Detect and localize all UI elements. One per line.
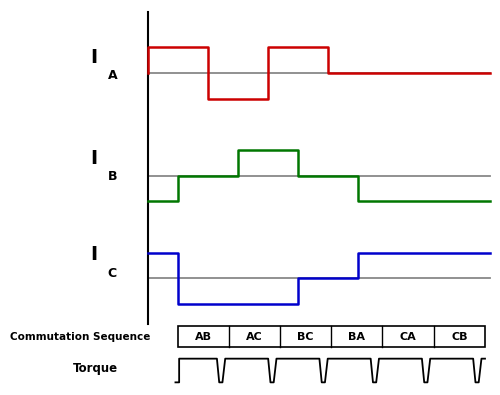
- Text: B: B: [108, 170, 117, 183]
- Text: A: A: [108, 69, 117, 82]
- Text: BA: BA: [348, 331, 366, 342]
- Text: C: C: [108, 267, 116, 280]
- Text: $\mathbf{I}$: $\mathbf{I}$: [90, 245, 98, 264]
- Text: $\mathbf{I}$: $\mathbf{I}$: [90, 48, 98, 67]
- Bar: [178, 326, 485, 347]
- Text: CB: CB: [451, 331, 468, 342]
- Text: AB: AB: [194, 331, 212, 342]
- Text: Torque: Torque: [72, 362, 118, 374]
- Text: AC: AC: [246, 331, 263, 342]
- Text: $\mathbf{I}$: $\mathbf{I}$: [90, 149, 98, 167]
- Text: BC: BC: [298, 331, 314, 342]
- Text: CA: CA: [400, 331, 416, 342]
- Text: Commutation Sequence: Commutation Sequence: [10, 331, 150, 342]
